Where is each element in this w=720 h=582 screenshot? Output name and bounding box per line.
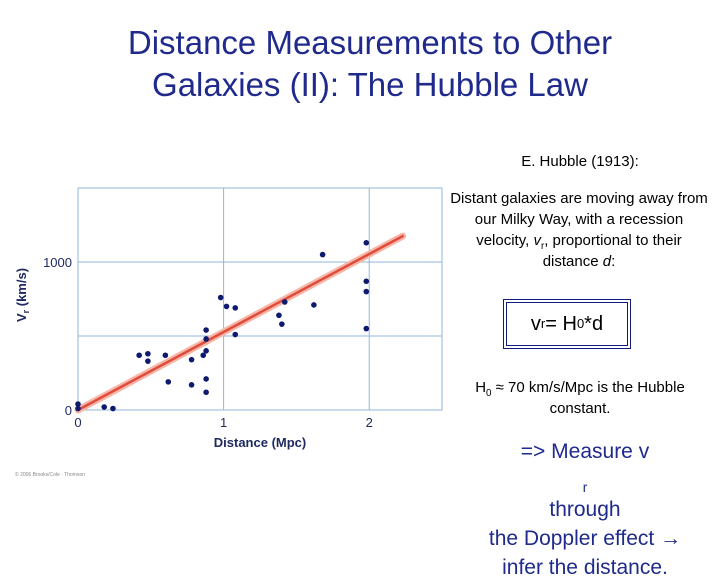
slide-title: Distance Measurements to Other Galaxies … — [60, 22, 680, 106]
desc-r: r — [540, 241, 545, 252]
data-point — [319, 251, 326, 258]
y-axis-label: Vr (km/s) — [14, 268, 31, 322]
data-point — [188, 382, 195, 388]
data-point — [363, 325, 370, 332]
x-axis-label: Distance (Mpc) — [214, 435, 306, 450]
const-0: 0 — [486, 388, 492, 399]
y-axis-label-unit: (km/s) — [14, 268, 29, 310]
data-point — [363, 239, 370, 246]
x-tick-label: 0 — [74, 415, 81, 430]
data-point — [101, 404, 108, 410]
x-tick-label: 1 — [220, 415, 227, 430]
data-point — [145, 358, 151, 364]
data-point — [75, 405, 81, 412]
y-tick-label: 0 — [65, 403, 72, 418]
data-point — [165, 379, 172, 385]
y-axis-label-r: r — [21, 309, 31, 313]
y-tick-label: 1000 — [43, 255, 72, 270]
fit-line — [76, 234, 404, 412]
desc-v: v — [533, 232, 541, 249]
data-points — [75, 239, 370, 412]
desc-part1: Distant galaxies are moving away from ou… — [450, 190, 708, 249]
data-point — [203, 376, 209, 382]
data-point — [203, 336, 209, 342]
copyright-watermark: © 2006 Brooks/Cole · Thomson — [15, 472, 86, 478]
method-line-3: infer the distance. — [502, 556, 668, 579]
data-point — [136, 352, 142, 359]
data-point — [311, 302, 317, 308]
data-point — [232, 331, 239, 338]
data-point — [276, 312, 282, 319]
title-line-1: Distance Measurements to Other — [127, 24, 613, 61]
tick-labels: 0 1 2 0 1000 — [43, 255, 373, 430]
x-tick-label: 2 — [366, 415, 373, 430]
method-line-2: the Doppler effect → — [488, 527, 682, 550]
data-point — [232, 305, 239, 311]
data-point — [363, 278, 370, 285]
data-point — [200, 352, 207, 359]
chart-grid — [77, 187, 443, 411]
data-point — [279, 321, 285, 327]
data-point — [188, 356, 195, 363]
data-point — [162, 352, 169, 359]
data-point — [217, 294, 224, 301]
y-axis-label-v: V — [14, 313, 29, 322]
const-text: ≈ 70 km/s/Mpc is the Hubble constant. — [491, 379, 685, 417]
description-text: Distant galaxies are moving away from ou… — [448, 188, 710, 272]
data-point — [223, 303, 230, 310]
data-point — [110, 405, 116, 412]
hubble-constant-text: H0 ≈ 70 km/s/Mpc is the Hubble constant. — [470, 377, 690, 419]
data-point — [363, 288, 370, 295]
data-point — [203, 327, 209, 333]
formula-eq: = H — [545, 312, 577, 335]
data-point — [145, 350, 151, 357]
data-point — [75, 401, 81, 407]
data-point — [281, 299, 288, 305]
data-point — [203, 389, 209, 396]
hubble-diagram: 0 1 2 0 1000 Distance (Mpc) Vr (km/s) — [14, 187, 443, 450]
plot-frame — [77, 187, 443, 411]
title-line-2: Galaxies (II): The Hubble Law — [152, 66, 588, 103]
desc-d: d — [602, 253, 612, 270]
data-point — [203, 348, 209, 354]
credit-text: E. Hubble (1913): — [521, 153, 639, 170]
fit-line-group — [74, 232, 407, 414]
formula-v: v — [530, 312, 541, 335]
const-h: H — [475, 379, 487, 396]
desc-colon: : — [611, 253, 616, 270]
formula-d: *d — [584, 312, 604, 335]
desc-part2: , proportional to their distance — [542, 232, 682, 270]
